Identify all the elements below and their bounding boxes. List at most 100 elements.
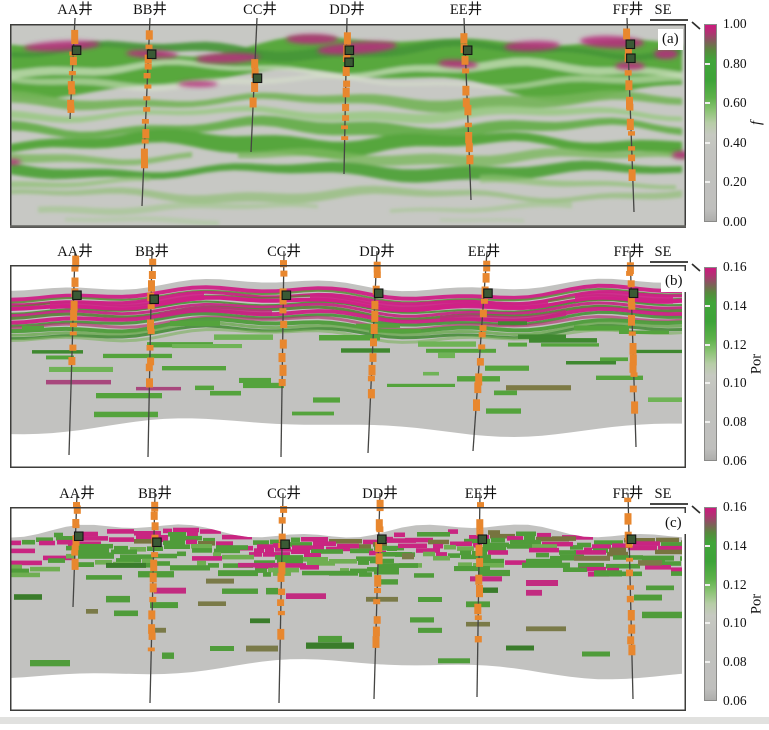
perforation-marker — [342, 103, 350, 112]
perforation-marker — [277, 573, 285, 582]
perforation-marker — [143, 96, 151, 101]
perforation-marker — [628, 331, 636, 336]
perforation-marker — [280, 270, 288, 277]
colorbar-a-tick: 0.40 — [723, 135, 747, 150]
perforation-marker — [624, 70, 632, 76]
perforation-marker — [141, 119, 149, 124]
perforation-marker — [624, 497, 632, 503]
perforation-marker — [249, 97, 257, 108]
well-track — [68, 250, 82, 456]
well-label-ee: EE井 — [449, 2, 483, 18]
perforation-marker — [628, 302, 636, 310]
colorbar-c-tick: 0.10 — [723, 615, 747, 630]
perforation-marker — [145, 44, 153, 49]
perforation-marker — [474, 603, 482, 615]
perforation-marker — [373, 616, 381, 624]
perforation-marker — [624, 47, 632, 57]
well-top-marker — [149, 294, 159, 305]
perforation-marker — [475, 544, 483, 556]
perforation-marker — [148, 632, 156, 640]
perforation-marker — [251, 68, 259, 78]
perforation-marker — [73, 502, 80, 509]
well-label-ee: EE井 — [464, 486, 498, 502]
well-label-ff: FF井 — [613, 244, 645, 260]
colorbar-tick-mark — [705, 102, 710, 105]
perforation-marker — [474, 636, 482, 643]
perforation-marker — [473, 399, 480, 411]
perforation-marker — [68, 357, 76, 366]
colorbar-b-tick: 0.10 — [723, 375, 747, 390]
colorbar-a-tick: 0.60 — [723, 95, 747, 110]
perforation-marker — [278, 562, 286, 575]
perforation-marker — [476, 529, 484, 536]
perforation-marker — [375, 553, 383, 565]
well-track — [67, 17, 82, 120]
perforation-marker — [476, 358, 484, 366]
perforation-marker — [147, 328, 155, 335]
perforation-marker — [144, 84, 152, 89]
well-top-marker — [626, 534, 637, 545]
perforation-marker — [367, 375, 375, 382]
perforation-marker — [475, 574, 483, 585]
perforation-marker — [278, 379, 286, 387]
perforation-marker — [71, 29, 79, 40]
well-track — [472, 250, 493, 452]
perforation-marker — [343, 80, 351, 87]
perforation-marker — [623, 28, 631, 40]
perforation-marker — [629, 354, 637, 366]
perforation-marker — [628, 314, 635, 326]
panel-tag-a: (a) — [658, 29, 683, 50]
perforation-marker — [71, 558, 79, 570]
colorbar-b-tick: 0.12 — [723, 337, 747, 352]
perforation-marker — [465, 132, 473, 144]
perforation-marker — [342, 115, 350, 121]
perforation-marker — [342, 87, 350, 98]
perforation-marker — [279, 339, 287, 349]
perforation-marker — [629, 343, 637, 355]
perforation-marker — [279, 297, 287, 305]
perforation-marker — [460, 33, 468, 44]
well-track — [71, 492, 84, 608]
perforation-marker — [476, 519, 484, 530]
well-track — [249, 17, 263, 153]
well-top-marker — [377, 534, 387, 545]
perforation-marker — [67, 81, 75, 90]
perforation-marker — [145, 363, 153, 372]
perforation-marker — [464, 122, 472, 128]
perforation-marker — [374, 588, 381, 594]
se-direction-arrow-icon — [650, 503, 701, 514]
perforation-marker — [373, 271, 381, 278]
well-top-marker — [72, 290, 82, 301]
perforation-marker — [150, 511, 158, 520]
perforation-marker — [148, 624, 156, 634]
colorbar-a-tick: 1.00 — [723, 16, 747, 31]
perforation-marker — [480, 298, 488, 304]
well-top-marker — [344, 45, 355, 56]
perforation-marker — [631, 401, 639, 414]
perforation-marker — [72, 524, 80, 529]
perforation-marker — [277, 599, 285, 606]
perforation-marker — [278, 353, 286, 363]
colorbar-b-title: Por — [748, 353, 765, 375]
panel-tag-b: (b) — [661, 271, 687, 292]
colorbar-b-tick: 0.06 — [723, 453, 747, 468]
section-plot-a — [10, 17, 686, 228]
colorbar-b-tick: 0.08 — [723, 414, 747, 429]
perforation-marker — [71, 39, 79, 44]
perforation-marker — [475, 373, 483, 386]
perforation-marker — [71, 277, 79, 287]
perforation-marker — [72, 255, 80, 268]
perforation-marker — [70, 300, 78, 312]
perforation-marker — [280, 320, 288, 328]
perforation-marker — [145, 30, 153, 40]
perforation-marker — [464, 104, 472, 116]
well-top-marker — [462, 45, 473, 56]
perforation-marker — [151, 522, 159, 531]
perforation-marker — [373, 261, 381, 273]
colorbar-tick-mark — [705, 660, 710, 663]
direction-label: SE — [654, 244, 672, 260]
well-track — [145, 250, 159, 458]
perforation-marker — [151, 552, 159, 558]
perforation-marker — [69, 331, 77, 336]
